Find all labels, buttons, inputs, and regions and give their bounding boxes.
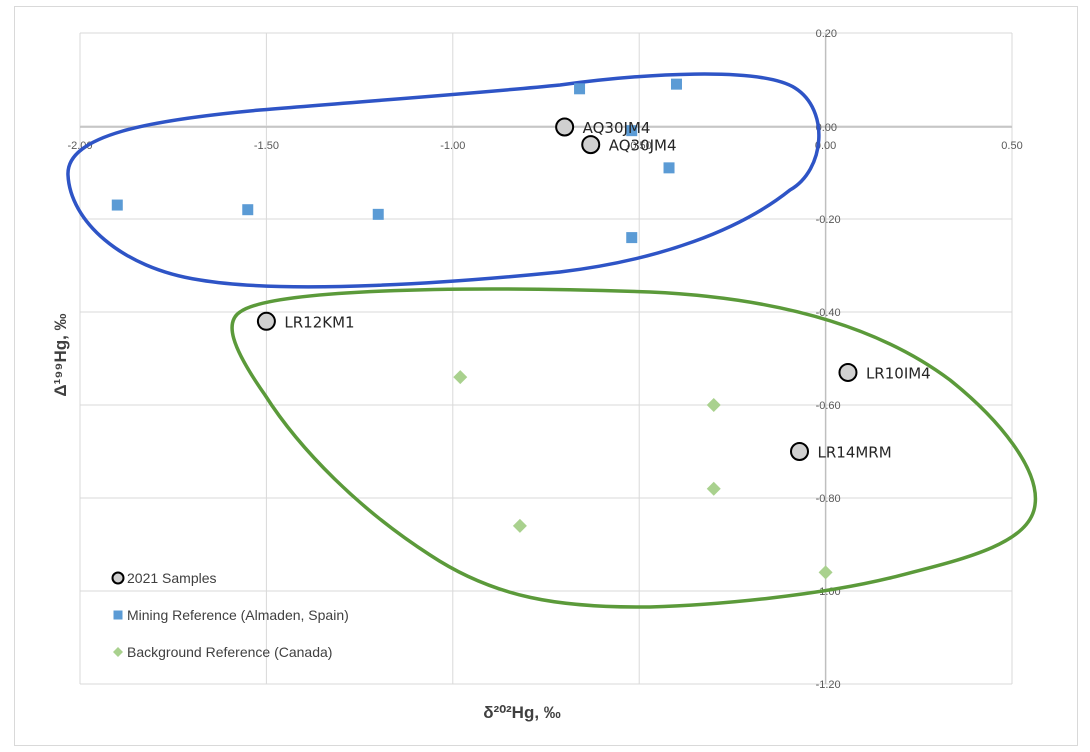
mining-point bbox=[242, 204, 254, 216]
mining-point bbox=[372, 208, 384, 220]
sample-point bbox=[838, 362, 858, 382]
y-tick-label: -0.60 bbox=[816, 400, 841, 412]
legend: 2021 Samples Mining Reference (Almaden, S… bbox=[111, 570, 349, 660]
background-enclosure bbox=[230, 287, 1038, 609]
enclosures bbox=[66, 72, 1038, 609]
mining-point bbox=[626, 125, 638, 137]
y-tick-label: -0.40 bbox=[816, 307, 841, 319]
mining-enclosure bbox=[66, 72, 821, 289]
sample-point-label: AQ30JM4 bbox=[583, 119, 651, 137]
x-tick-label: 0.00 bbox=[815, 140, 836, 152]
sample-point bbox=[581, 135, 601, 155]
mining-point bbox=[574, 83, 586, 95]
x-tick-label: -2.00 bbox=[67, 140, 92, 152]
background-point bbox=[706, 398, 721, 412]
mining-point bbox=[663, 162, 675, 174]
legend-marker-background bbox=[113, 647, 123, 657]
background-point bbox=[512, 518, 527, 533]
sample-point-label: LR10IM4 bbox=[866, 364, 931, 382]
legend-marker-mining bbox=[113, 610, 123, 620]
x-axis-title: δ²⁰²Hg, ‰ bbox=[483, 703, 561, 722]
sample-point bbox=[256, 311, 276, 331]
y-tick-label: 0.20 bbox=[816, 28, 837, 40]
y-tick-label: -1.20 bbox=[816, 679, 841, 691]
legend-marker-samples bbox=[111, 571, 125, 585]
mining-point bbox=[111, 199, 123, 211]
x-tick-label: 0.50 bbox=[1001, 140, 1022, 152]
legend-label: Background Reference (Canada) bbox=[127, 644, 332, 660]
mining-point bbox=[670, 78, 682, 90]
sample-point bbox=[790, 442, 810, 461]
grid-lines bbox=[79, 32, 1013, 685]
x-tick-label: -1.50 bbox=[254, 140, 279, 152]
y-tick-label: -0.80 bbox=[816, 493, 841, 505]
sample-point-label: LR14MRM bbox=[818, 444, 892, 462]
chart-frame bbox=[14, 6, 1078, 746]
axes: -2.00 -1.50 -1.00 -0.50 0.00 0.50 0.20 0.00 -0.2… bbox=[67, 28, 1022, 691]
background-point bbox=[818, 565, 833, 580]
legend-label: Mining Reference (Almaden, Spain) bbox=[127, 607, 349, 623]
legend-label: 2021 Samples bbox=[127, 570, 217, 586]
y-axis-title: Δ¹⁹⁹Hg, ‰ bbox=[51, 313, 70, 396]
data-marks bbox=[111, 78, 858, 580]
background-point bbox=[706, 481, 721, 496]
x-tick-label: -0.50 bbox=[627, 140, 652, 152]
sample-point-label: AQ30JM4 bbox=[609, 137, 677, 155]
mining-point bbox=[626, 232, 638, 244]
sample-point-label: LR12KM1 bbox=[284, 313, 354, 331]
background-point bbox=[453, 370, 468, 385]
y-tick-label: -0.20 bbox=[816, 214, 841, 226]
sample-point bbox=[555, 117, 575, 137]
y-tick-label: 0.00 bbox=[816, 122, 837, 134]
x-tick-label: -1.00 bbox=[440, 140, 465, 152]
